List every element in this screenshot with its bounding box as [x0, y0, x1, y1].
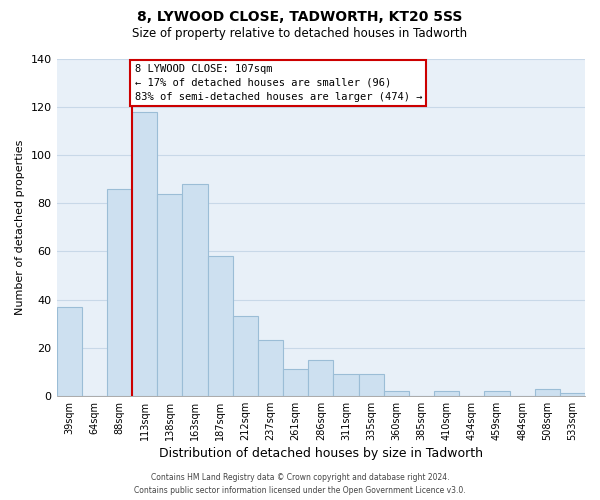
Bar [56, 307, 82, 396]
Bar [308, 360, 334, 396]
Bar [182, 184, 208, 396]
Bar [560, 394, 585, 396]
Bar [233, 316, 258, 396]
Bar [535, 388, 560, 396]
Bar [157, 194, 182, 396]
Bar [132, 112, 157, 396]
Bar [283, 370, 308, 396]
Y-axis label: Number of detached properties: Number of detached properties [15, 140, 25, 315]
Text: 8 LYWOOD CLOSE: 107sqm
← 17% of detached houses are smaller (96)
83% of semi-det: 8 LYWOOD CLOSE: 107sqm ← 17% of detached… [134, 64, 422, 102]
Bar [258, 340, 283, 396]
Bar [359, 374, 383, 396]
Text: Contains HM Land Registry data © Crown copyright and database right 2024.
Contai: Contains HM Land Registry data © Crown c… [134, 474, 466, 495]
Text: 8, LYWOOD CLOSE, TADWORTH, KT20 5SS: 8, LYWOOD CLOSE, TADWORTH, KT20 5SS [137, 10, 463, 24]
Bar [434, 391, 459, 396]
Bar [484, 391, 509, 396]
Bar [334, 374, 359, 396]
Text: Size of property relative to detached houses in Tadworth: Size of property relative to detached ho… [133, 28, 467, 40]
Bar [107, 189, 132, 396]
X-axis label: Distribution of detached houses by size in Tadworth: Distribution of detached houses by size … [159, 447, 483, 460]
Bar [208, 256, 233, 396]
Bar [383, 391, 409, 396]
